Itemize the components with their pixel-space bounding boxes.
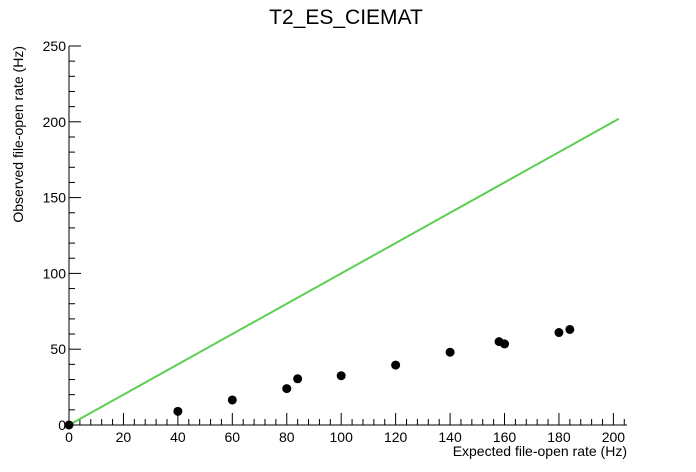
data-point: [227, 395, 237, 405]
y-tick-label: 50: [50, 341, 66, 357]
data-point: [282, 384, 292, 394]
x-tick-label: 160: [493, 429, 517, 445]
x-tick-labels: 0 20 40 60 80 100 120 140 160 180 200: [65, 429, 625, 445]
reference-line: [68, 117, 620, 426]
x-axis-label: Expected file-open rate (Hz): [453, 443, 627, 459]
x-tick-label: 80: [279, 429, 295, 445]
y-tick-label: 250: [43, 38, 67, 54]
y-tick-label: 150: [43, 190, 67, 206]
axes: [68, 46, 627, 426]
y-axis-label: Observed file-open rate (Hz): [10, 46, 26, 223]
x-tick-label: 180: [547, 429, 571, 445]
y-tick-label: 0: [58, 417, 66, 433]
data-point: [445, 347, 455, 357]
data-point: [64, 420, 74, 430]
data-point: [293, 374, 303, 384]
x-tick-label: 120: [384, 429, 408, 445]
y-tick-labels: 0 50 100 150 200 250: [43, 38, 67, 433]
x-tick-label: 20: [116, 429, 132, 445]
data-points: [64, 324, 575, 430]
data-point: [565, 324, 575, 334]
data-point: [336, 371, 346, 381]
data-point: [391, 360, 401, 370]
x-tick-label: 100: [330, 429, 354, 445]
x-tick-label: 140: [438, 429, 462, 445]
x-ticks: [68, 413, 625, 425]
x-tick-label: 200: [602, 429, 626, 445]
data-point: [500, 339, 510, 349]
chart-title: T2_ES_CIEMAT: [269, 6, 423, 29]
data-point: [554, 328, 564, 338]
y-tick-label: 100: [43, 265, 67, 281]
y-tick-label: 200: [43, 114, 67, 130]
data-point: [173, 406, 183, 416]
y-ticks: [69, 45, 81, 426]
x-tick-label: 0: [65, 429, 73, 445]
x-tick-label: 40: [170, 429, 186, 445]
x-tick-label: 60: [225, 429, 241, 445]
